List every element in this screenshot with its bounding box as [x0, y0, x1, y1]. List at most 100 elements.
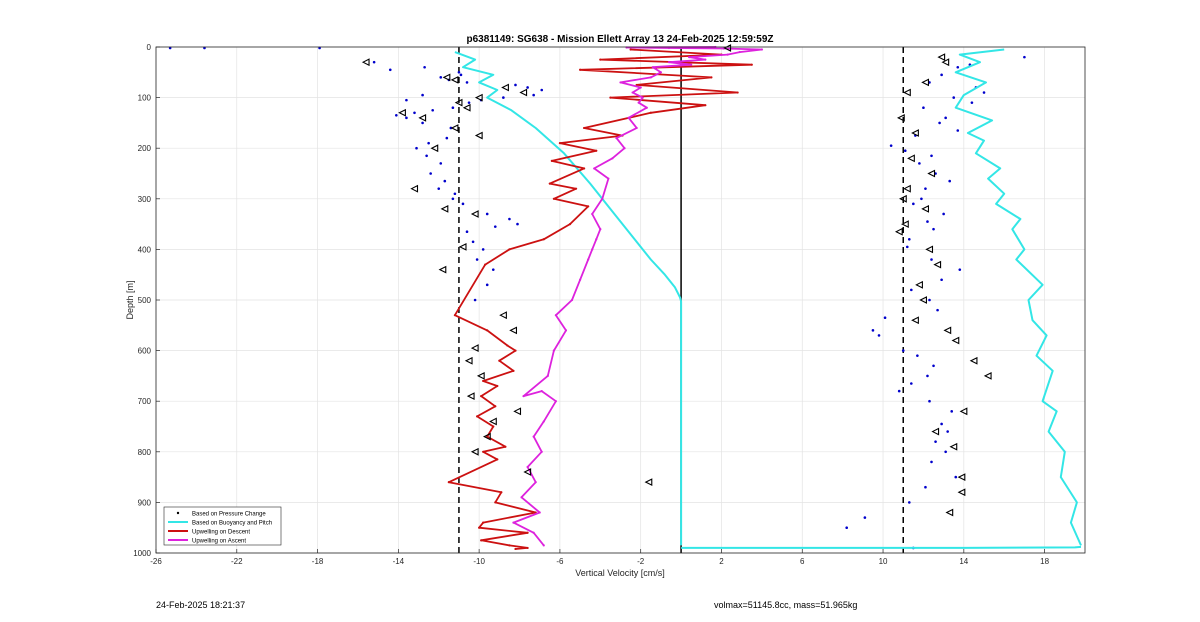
series-upwelling-on-ascent-point: [522, 395, 525, 398]
series-upwelling-on-descent-point: [508, 248, 511, 251]
series-upwelling-on-ascent-point: [726, 53, 729, 56]
series-based-on-pressure-change-point: [946, 430, 949, 433]
pitch-triangle-marker: [489, 417, 497, 426]
x-tick-label: -14: [393, 557, 405, 566]
series-based-on-pressure-change-point: [388, 68, 392, 72]
series-upwelling-on-descent-point: [512, 369, 515, 372]
pitch-triangle-marker: [927, 169, 936, 178]
pitch-triangle-marker: [470, 210, 479, 218]
series-based-on-pressure-change-point: [930, 154, 933, 158]
series-layer: [168, 45, 1082, 551]
series-based-on-pressure-change-point: [932, 227, 935, 231]
series-based-on-buoyancy-and-pitch-line: [454, 51, 683, 546]
y-axis-label: Depth [m]: [125, 280, 135, 319]
x-tick-label: -22: [231, 557, 243, 566]
pitch-triangle-marker: [361, 58, 370, 67]
pitch-triangle-marker: [476, 372, 485, 380]
pitch-triangle-marker: [466, 392, 475, 401]
series-upwelling-on-ascent-point: [651, 66, 654, 69]
pitch-triangle-marker: [919, 296, 927, 304]
series-upwelling-on-ascent-point: [637, 101, 640, 104]
pitch-triangle-marker: [398, 108, 406, 117]
series-based-on-pressure-change-point: [948, 179, 951, 183]
series-based-on-pressure-change-point: [473, 298, 477, 302]
series-based-on-pressure-change-point: [439, 162, 443, 165]
series-based-on-pressure-change-point: [952, 96, 956, 99]
pitch-triangle-marker: [499, 311, 507, 320]
series-upwelling-on-ascent-point: [587, 258, 590, 261]
pitch-triangle-marker: [931, 427, 940, 436]
pitch-triangle-marker: [907, 154, 915, 163]
series-upwelling-on-ascent-point: [635, 126, 638, 130]
series-based-on-pressure-change-point: [459, 73, 463, 77]
series-based-on-pressure-change-point: [431, 108, 434, 112]
pitch-triangle-marker: [523, 468, 532, 476]
pitch-triangle-marker: [462, 103, 471, 112]
pitch-triangle-marker: [903, 184, 911, 193]
x-tick-label: 18: [1040, 557, 1049, 566]
axis-ticks: -26 -22 -18 -14 -10 -6 -2 2 6 10 14 180100200300400…: [133, 43, 1049, 566]
series-based-on-pressure-change-point: [516, 222, 519, 226]
y-tick-label: 0: [147, 43, 152, 52]
series-upwelling-on-ascent-point: [667, 61, 671, 64]
series-based-on-pressure-change-point: [970, 101, 974, 104]
series-upwelling-on-descent-point: [486, 329, 489, 332]
series-based-on-pressure-change-point: [982, 91, 986, 94]
pitch-triangle-marker: [894, 227, 903, 236]
series-based-on-pressure-change-point: [405, 116, 408, 120]
series-based-on-pressure-change-point: [453, 192, 457, 196]
pitch-triangle-marker: [949, 442, 958, 451]
pitch-triangle-marker: [957, 473, 966, 481]
pitch-triangle-marker: [941, 58, 950, 67]
footer-volmax-mass: volmax=51145.8cc, mass=51.965kg: [714, 600, 858, 610]
pitch-triangle-marker: [903, 88, 911, 97]
pitch-triangle-marker: [899, 194, 907, 203]
pitch-triangle-marker: [983, 372, 992, 380]
series-based-on-pressure-change-point: [918, 162, 921, 165]
pitch-triangle-marker: [945, 508, 954, 517]
x-tick-label: 14: [959, 557, 968, 566]
y-tick-label: 600: [138, 347, 152, 356]
pitch-triangle-marker: [921, 78, 930, 87]
series-based-on-pressure-change-point: [502, 96, 505, 99]
pitch-triangle-marker: [474, 131, 483, 140]
series-upwelling-on-descent-point: [447, 481, 450, 484]
series-based-on-pressure-change-point: [940, 422, 943, 426]
series-upwelling-on-ascent-point: [595, 238, 598, 241]
series-based-on-pressure-change-point: [922, 106, 925, 110]
series-based-on-pressure-change-point: [415, 146, 418, 150]
y-tick-label: 800: [138, 448, 152, 457]
series-upwelling-on-descent-point: [710, 76, 713, 79]
x-tick-label: 6: [800, 557, 805, 566]
pitch-triangle-marker: [430, 144, 439, 153]
pitch-triangle-marker: [470, 344, 479, 352]
series-based-on-pressure-change-point: [930, 258, 933, 261]
series-based-on-buoyancy-and-pitch-line: [681, 545, 1082, 549]
pitch-triangle-marker: [911, 316, 919, 325]
series-based-on-pressure-change-point: [508, 217, 511, 221]
series-upwelling-on-ascent-point: [540, 389, 543, 393]
x-tick-label: -6: [556, 557, 564, 566]
legend-label: Upwelling on Ascent: [192, 539, 246, 545]
series-based-on-pressure-change-point: [905, 245, 909, 249]
series-upwelling-on-descent-point: [514, 349, 517, 352]
series-upwelling-on-ascent-point: [591, 212, 594, 216]
series-upwelling-on-descent-point: [480, 395, 483, 398]
y-tick-label: 300: [138, 195, 152, 204]
series-based-on-pressure-change-point: [372, 60, 376, 64]
series-upwelling-on-descent-point: [568, 223, 572, 226]
series-upwelling-on-descent-point: [504, 445, 507, 448]
x-axis-label: Vertical Velocity [cm/s]: [575, 568, 665, 578]
pitch-triangle-marker: [911, 129, 919, 137]
series-upwelling-on-descent-point: [498, 359, 501, 362]
legend: Based on Pressure Change Based on Buoyanc…: [163, 506, 282, 546]
pitch-triangle-marker: [440, 205, 449, 213]
series-upwelling-on-descent-point: [526, 546, 529, 550]
chart-title: p6381149: SG638 - Mission Ellett Array 1…: [466, 34, 773, 45]
pitch-triangle-marker: [943, 326, 952, 335]
series-based-on-pressure-change-point: [443, 179, 447, 183]
legend-label: Based on Pressure Change: [192, 512, 266, 518]
series-upwelling-on-descent-point: [453, 314, 456, 317]
series-upwelling-on-ascent-point: [627, 116, 630, 119]
series-based-on-pressure-change-point: [938, 121, 941, 125]
